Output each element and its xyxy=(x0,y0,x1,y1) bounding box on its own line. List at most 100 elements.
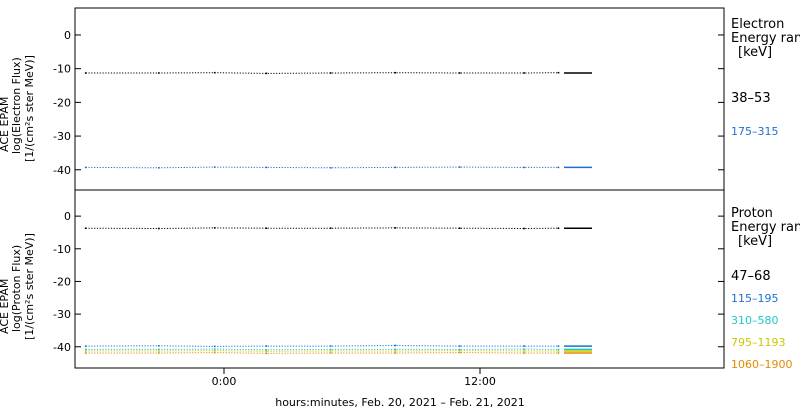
proton-legend-item-795-1193: 795–1193 xyxy=(731,336,786,349)
data-point xyxy=(394,227,396,229)
data-point xyxy=(158,72,160,74)
electron-ylabel-line2: log(Electron Flux) xyxy=(10,57,23,154)
data-point xyxy=(523,72,525,74)
data-point xyxy=(557,345,560,347)
electron-legend-subtitle: Energy ran xyxy=(731,31,800,46)
data-point xyxy=(158,167,160,169)
data-point xyxy=(458,351,461,354)
data-point xyxy=(458,349,461,352)
data-point xyxy=(523,166,525,169)
data-point xyxy=(557,350,560,352)
data-point xyxy=(265,345,268,347)
y-tick-label: -40 xyxy=(53,341,71,354)
electron-panel: 0 -10 -20 -30 -40 ACE EPAM log(Electron Flux… xyxy=(0,7,800,191)
data-point xyxy=(265,227,268,229)
data-point xyxy=(158,348,160,351)
data-point xyxy=(329,345,332,347)
electron-legend-unit: [keV] xyxy=(738,45,772,60)
data-point xyxy=(329,167,332,169)
data-point xyxy=(158,345,160,347)
data-point xyxy=(158,350,160,352)
proton-ylabel-line3: [1/(cm²s ster MeV)] xyxy=(23,233,36,340)
electron-ylabel-line1: ACE EPAM xyxy=(0,97,11,152)
data-point xyxy=(458,72,461,74)
data-point xyxy=(329,350,332,352)
data-point xyxy=(557,166,560,169)
data-point xyxy=(84,348,87,351)
electron-data-marks xyxy=(84,71,592,169)
data-point xyxy=(84,345,87,347)
data-point xyxy=(557,71,560,74)
proton-legend-title: Proton xyxy=(731,206,773,221)
electron-legend-title: Electron xyxy=(731,17,784,32)
electron-ylabel-line3: [1/(cm²s ster MeV)] xyxy=(23,55,36,162)
proton-ylabel-line1: ACE EPAM xyxy=(0,279,11,334)
y-tick-label: -40 xyxy=(53,164,71,177)
data-point xyxy=(213,345,216,348)
y-tick-label: -20 xyxy=(53,275,71,288)
data-point xyxy=(329,227,332,229)
data-point xyxy=(557,348,560,351)
data-point xyxy=(213,349,216,352)
data-point xyxy=(394,344,396,347)
data-point xyxy=(329,348,332,351)
proton-legend-item-1060-1900: 1060–1900 xyxy=(731,358,793,371)
data-point xyxy=(458,348,461,351)
y-tick-label: 0 xyxy=(64,29,71,42)
electron-legend-item-175-315: 175–315 xyxy=(731,125,779,138)
data-point xyxy=(265,350,268,353)
data-point xyxy=(523,352,525,354)
data-point xyxy=(394,166,396,169)
x-axis: 0:00 12:00 hours:minutes, Feb. 20, 2021 … xyxy=(75,367,724,409)
electron-y-ticks: 0 -10 -20 -30 -40 xyxy=(53,29,724,177)
data-point xyxy=(557,352,560,354)
data-point xyxy=(84,166,87,169)
electron-legend-item-38-53: 38–53 xyxy=(731,91,771,106)
data-point xyxy=(329,72,332,74)
data-point xyxy=(213,166,216,168)
y-tick-label: 0 xyxy=(64,210,71,223)
proton-data-marks xyxy=(84,227,592,355)
data-point xyxy=(523,227,525,230)
data-point xyxy=(84,72,87,74)
data-point xyxy=(84,352,87,354)
data-point xyxy=(523,345,525,347)
data-point xyxy=(158,227,160,230)
y-tick-label: -10 xyxy=(53,63,71,76)
proton-legend-item-310-580: 310–580 xyxy=(731,314,779,327)
data-point xyxy=(265,72,268,75)
proton-legend-subtitle: Energy ran xyxy=(731,220,800,235)
data-point xyxy=(265,348,268,351)
y-tick-label: -30 xyxy=(53,130,71,143)
data-point xyxy=(523,350,525,352)
proton-panel: 0-10-20-30-40 ACE EPAM log(Proton Flux) … xyxy=(0,189,800,371)
data-point xyxy=(84,350,87,352)
proton-legend-item-115-195: 115–195 xyxy=(731,292,779,305)
proton-legend-item-47-68: 47–68 xyxy=(731,269,771,284)
data-point xyxy=(458,166,461,168)
data-point xyxy=(213,351,216,354)
y-tick-label: -20 xyxy=(53,96,71,109)
data-point xyxy=(394,71,396,74)
data-point xyxy=(213,227,216,229)
data-point xyxy=(458,345,461,347)
data-point xyxy=(523,348,525,350)
x-tick-label-0000: 0:00 xyxy=(212,375,237,388)
data-point xyxy=(213,348,216,350)
data-point xyxy=(394,352,396,354)
x-tick-label-1200: 12:00 xyxy=(464,375,496,388)
data-point xyxy=(265,352,268,355)
proton-legend-unit: [keV] xyxy=(738,234,772,249)
data-point xyxy=(394,350,396,352)
proton-ylabel-line2: log(Proton Flux) xyxy=(10,245,23,332)
x-axis-label: hours:minutes, Feb. 20, 2021 – Feb. 21, … xyxy=(275,396,525,409)
data-point xyxy=(557,227,560,229)
y-tick-label: -30 xyxy=(53,308,71,321)
data-point xyxy=(158,352,160,354)
data-point xyxy=(84,227,87,229)
data-point xyxy=(265,166,268,169)
data-point xyxy=(213,71,216,74)
data-point xyxy=(458,227,461,229)
